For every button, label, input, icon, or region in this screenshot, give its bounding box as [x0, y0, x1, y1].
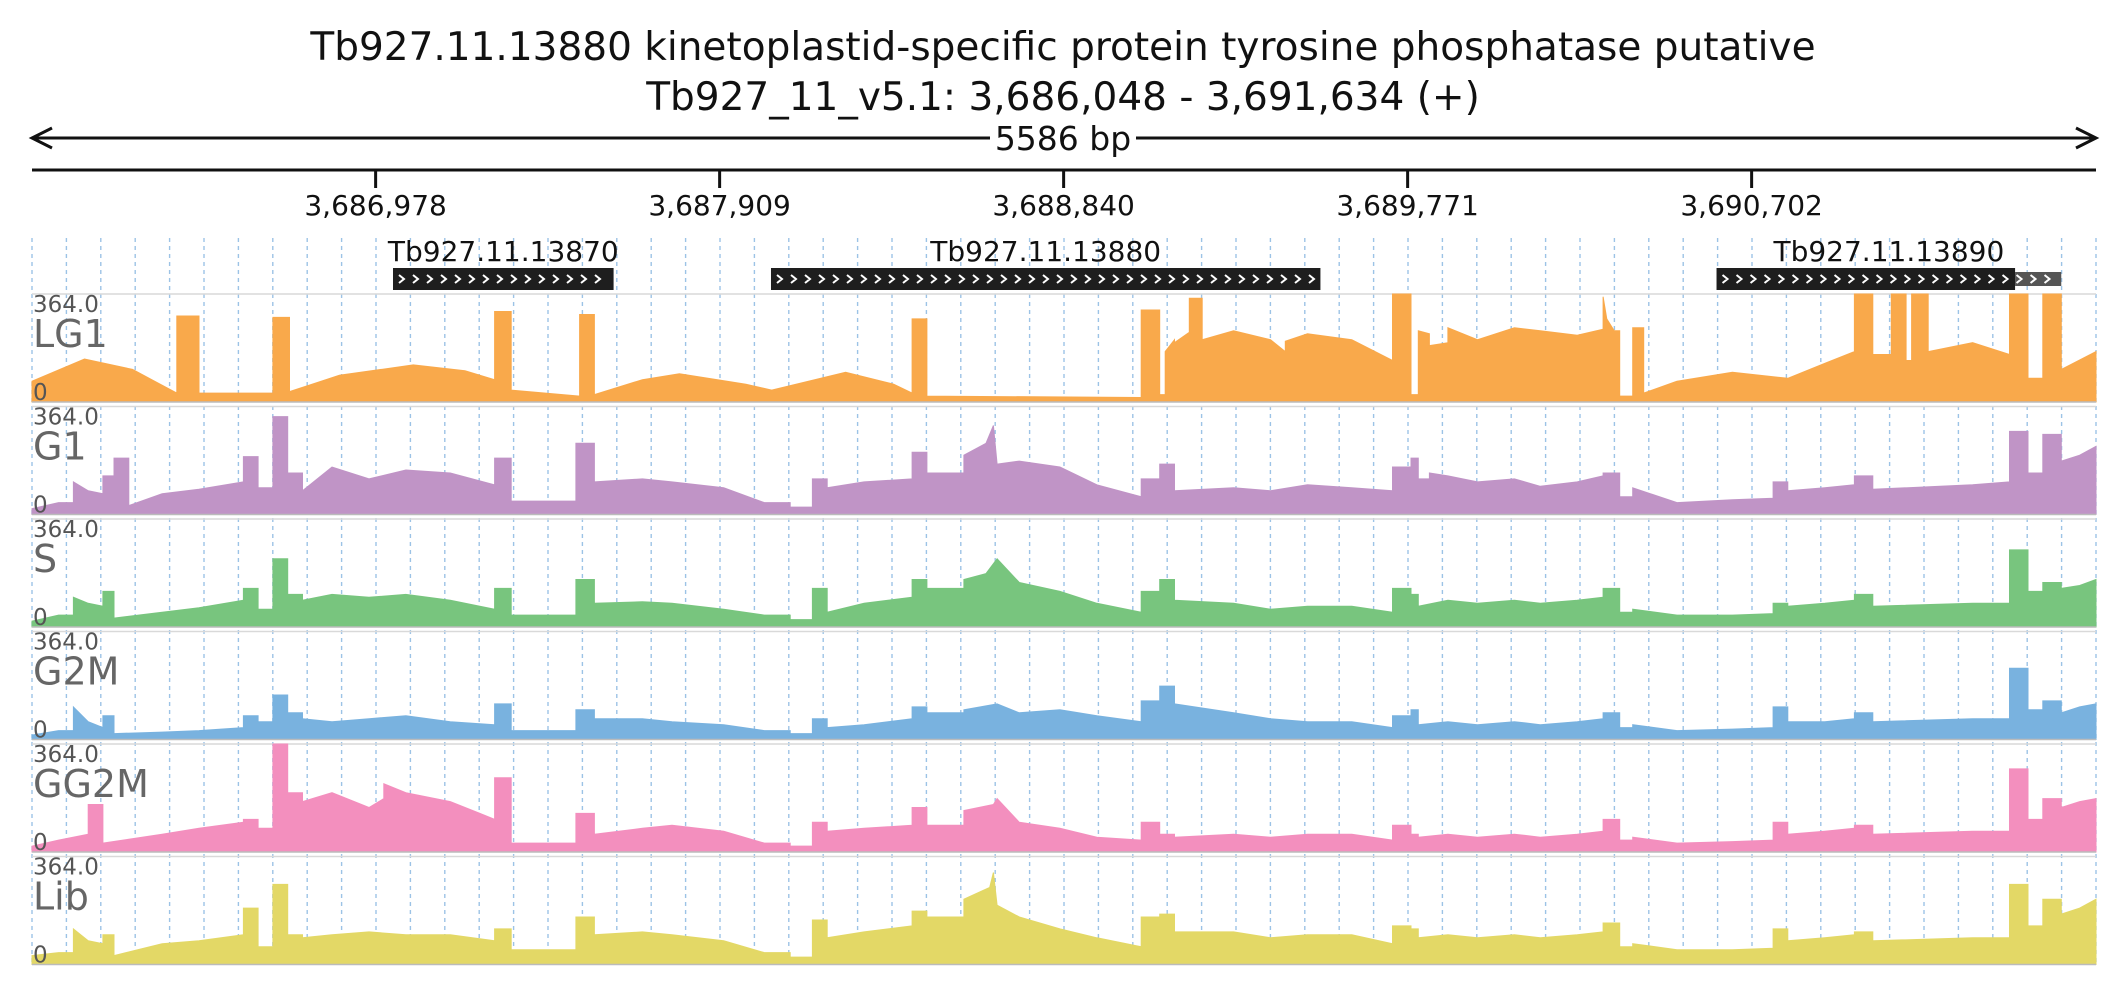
coordinate-tick-label: 3,690,702: [1680, 189, 1823, 222]
coordinate-tick-label: 3,686,978: [304, 189, 447, 222]
coverage-track-gg2m: 364.0 0 GG2M: [31, 742, 2097, 856]
track-ymin-label: 0: [33, 943, 48, 969]
coordinate-tick-label: 3,687,909: [648, 189, 791, 222]
gene-models: Tb927.11.13870 Tb927.11.13880 Tb927.11.138…: [387, 235, 2062, 290]
track-area: [31, 872, 2097, 965]
track-area: [31, 549, 2097, 628]
coordinate-axis: 3,686,978 3,687,909 3,688,840 3,689,771 3,69…: [32, 168, 2096, 222]
track-ymin-label: 0: [33, 380, 48, 406]
coverage-track-g1: 364.0 0 G1: [31, 405, 2097, 519]
span-arrow-left-head: [28, 126, 53, 150]
track-ymax-label: 364.0: [33, 855, 99, 881]
track-name-label: LG1: [33, 312, 108, 356]
gene-strand-arrows: [398, 274, 602, 284]
track-ymax-label: 364.0: [33, 292, 99, 318]
track-name-label: S: [33, 537, 57, 581]
track-area: [31, 667, 2097, 740]
gene-body: [770, 268, 1321, 290]
coverage-tracks: 364.00LG1364.00G1364.00S364.00G2M364.00G…: [31, 292, 2097, 969]
gene-label: Tb927.11.13890: [1772, 235, 2004, 268]
gene-body: [1716, 268, 2016, 290]
figure-title: Tb927.11.13880 kinetoplastid-specific pr…: [309, 25, 1815, 70]
track-name-label: Lib: [33, 875, 89, 919]
track-ymin-label: 0: [33, 830, 48, 856]
gene-utr: [2015, 272, 2062, 286]
track-ymax-label: 364.0: [33, 405, 99, 431]
coverage-track-g2m: 364.0 0 G2M: [31, 630, 2097, 744]
figure-header: Tb927.11.13880 kinetoplastid-specific pr…: [309, 25, 1815, 120]
track-ymin-label: 0: [33, 718, 48, 744]
coordinate-tick-label: 3,689,771: [1336, 189, 1479, 222]
track-area: [31, 293, 2097, 403]
track-ymin-label: 0: [33, 605, 48, 631]
gene-strand-arrows: [776, 274, 1316, 284]
track-name-label: G2M: [33, 650, 119, 694]
coordinate-tick-label: 3,688,840: [992, 189, 1135, 222]
track-name-label: G1: [33, 425, 87, 469]
span-ruler: 5586 bp: [28, 119, 2100, 158]
track-ymax-label: 364.0: [33, 630, 99, 656]
track-ymax-label: 364.0: [33, 742, 99, 768]
coverage-track-lib: 364.0 0 Lib: [31, 855, 2097, 969]
coverage-track-lg1: 364.0 0 LG1: [31, 292, 2097, 406]
track-name-label: GG2M: [33, 762, 149, 806]
span-arrow-right-head: [2075, 126, 2100, 150]
gene-label: Tb927.11.13870: [387, 235, 619, 268]
coordinate-ticks: 3,686,978 3,687,909 3,688,840 3,689,771 3,69…: [304, 170, 1823, 222]
gene-label: Tb927.11.13880: [929, 235, 1161, 268]
track-ymin-label: 0: [33, 493, 48, 519]
coverage-track-s: 364.0 0 S: [31, 517, 2097, 631]
span-length-label: 5586 bp: [995, 119, 1131, 158]
figure-location: Tb927_11_v5.1: 3,686,048 - 3,691,634 (+): [645, 75, 1480, 120]
track-area: [31, 416, 2097, 515]
track-ymax-label: 364.0: [33, 517, 99, 543]
track-area: [31, 743, 2097, 853]
gene-strand-arrows: [1721, 274, 2052, 284]
